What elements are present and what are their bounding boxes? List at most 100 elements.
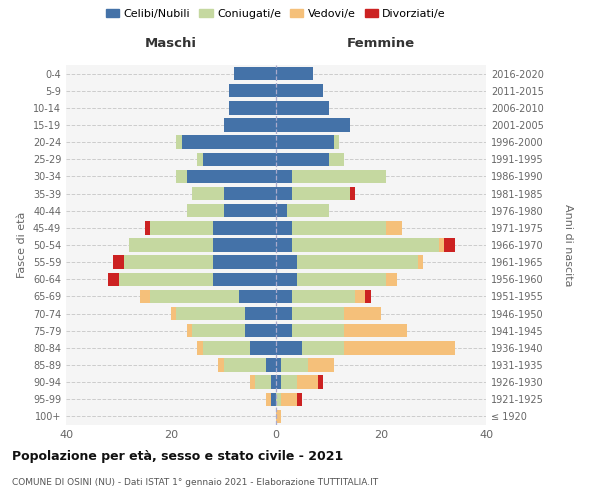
Bar	[386, 221, 402, 234]
Bar	[255, 376, 271, 389]
Bar	[334, 136, 339, 149]
Bar	[329, 152, 344, 166]
Bar	[444, 238, 455, 252]
Bar	[276, 272, 297, 286]
Y-axis label: Fasce di età: Fasce di età	[17, 212, 27, 278]
Bar	[250, 376, 255, 389]
Bar	[276, 118, 349, 132]
Text: Popolazione per età, sesso e stato civile - 2021: Popolazione per età, sesso e stato civil…	[12, 450, 343, 463]
Bar	[213, 272, 276, 286]
Bar	[239, 290, 276, 303]
Bar	[176, 170, 187, 183]
Bar	[108, 272, 119, 286]
Bar	[439, 238, 444, 252]
Bar	[292, 290, 355, 303]
Bar	[124, 256, 213, 269]
Text: Maschi: Maschi	[145, 37, 197, 50]
Bar	[297, 256, 418, 269]
Bar	[276, 152, 329, 166]
Bar	[192, 187, 223, 200]
Bar	[292, 221, 386, 234]
Bar	[344, 307, 381, 320]
Bar	[276, 341, 302, 354]
Bar	[302, 341, 344, 354]
Bar	[292, 187, 349, 200]
Bar	[355, 290, 365, 303]
Bar	[276, 290, 292, 303]
Bar	[276, 101, 329, 114]
Bar	[276, 136, 334, 149]
Bar	[276, 204, 287, 218]
Bar	[276, 187, 292, 200]
Bar	[276, 392, 281, 406]
Bar	[213, 221, 276, 234]
Bar	[276, 324, 292, 338]
Bar	[276, 67, 313, 80]
Bar	[276, 238, 292, 252]
Bar	[308, 358, 334, 372]
Bar	[176, 307, 245, 320]
Text: Femmine: Femmine	[347, 37, 415, 50]
Text: COMUNE DI OSINI (NU) - Dati ISTAT 1° gennaio 2021 - Elaborazione TUTTITALIA.IT: COMUNE DI OSINI (NU) - Dati ISTAT 1° gen…	[12, 478, 378, 487]
Bar	[276, 410, 281, 423]
Bar	[187, 170, 276, 183]
Bar	[150, 221, 213, 234]
Bar	[187, 324, 192, 338]
Bar	[276, 358, 281, 372]
Bar	[281, 376, 297, 389]
Bar	[297, 376, 318, 389]
Bar	[187, 204, 223, 218]
Legend: Celibi/Nubili, Coniugati/e, Vedovi/e, Divorziati/e: Celibi/Nubili, Coniugati/e, Vedovi/e, Di…	[101, 4, 451, 24]
Bar	[139, 290, 150, 303]
Bar	[276, 376, 281, 389]
Bar	[197, 152, 203, 166]
Bar	[203, 152, 276, 166]
Bar	[265, 358, 276, 372]
Bar	[292, 238, 439, 252]
Bar	[171, 307, 176, 320]
Bar	[292, 307, 344, 320]
Bar	[292, 324, 344, 338]
Bar	[250, 341, 276, 354]
Bar	[245, 324, 276, 338]
Bar	[265, 392, 271, 406]
Bar	[150, 290, 239, 303]
Bar	[218, 358, 223, 372]
Bar	[223, 118, 276, 132]
Bar	[386, 272, 397, 286]
Bar	[281, 358, 308, 372]
Bar	[292, 170, 386, 183]
Bar	[276, 170, 292, 183]
Bar	[223, 358, 265, 372]
Bar	[349, 187, 355, 200]
Bar	[418, 256, 423, 269]
Bar	[213, 256, 276, 269]
Bar	[119, 272, 213, 286]
Bar	[287, 204, 329, 218]
Bar	[276, 84, 323, 98]
Bar	[192, 324, 245, 338]
Bar	[281, 392, 297, 406]
Bar	[229, 84, 276, 98]
Y-axis label: Anni di nascita: Anni di nascita	[563, 204, 573, 286]
Bar	[271, 376, 276, 389]
Bar	[297, 272, 386, 286]
Bar	[223, 204, 276, 218]
Bar	[223, 187, 276, 200]
Bar	[297, 392, 302, 406]
Bar	[276, 256, 297, 269]
Bar	[276, 307, 292, 320]
Bar	[344, 324, 407, 338]
Bar	[318, 376, 323, 389]
Bar	[197, 341, 203, 354]
Bar	[182, 136, 276, 149]
Bar	[245, 307, 276, 320]
Bar	[365, 290, 371, 303]
Bar	[344, 341, 455, 354]
Bar	[145, 221, 150, 234]
Bar	[113, 256, 124, 269]
Bar	[176, 136, 182, 149]
Bar	[234, 67, 276, 80]
Bar	[271, 392, 276, 406]
Bar	[276, 221, 292, 234]
